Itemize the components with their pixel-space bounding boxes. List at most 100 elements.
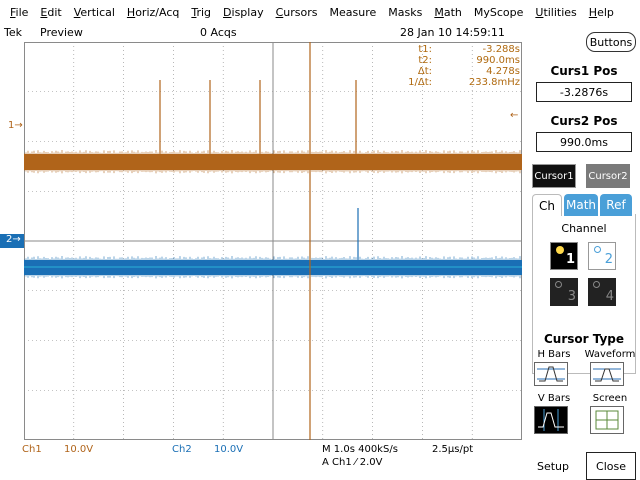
curs2-title: Curs2 Pos (550, 114, 618, 128)
hbars-label: H Bars (537, 349, 571, 360)
menu-help[interactable]: Help (583, 6, 620, 19)
channel-label: Channel (561, 222, 607, 235)
menu-bar: File Edit Vertical Horiz/Acq Trig Display Curs… (0, 0, 640, 24)
menu-label: oriz/Acq (135, 5, 180, 19)
screen-button[interactable] (590, 406, 624, 434)
readout-value: 990.0ms (476, 55, 520, 66)
readout-row: 1/Δt: 233.8mHz (396, 77, 520, 88)
waveform-display[interactable] (24, 42, 522, 440)
readout-label: t2: (418, 55, 432, 66)
ch2-label[interactable]: Ch2 (172, 444, 192, 455)
menu-measure[interactable]: Measure (324, 6, 383, 19)
waveform-icon (593, 368, 621, 382)
channel-2-button[interactable]: 2 (588, 242, 616, 270)
menu-edit[interactable]: Edit (34, 6, 67, 19)
status-bar: Tek Preview 0 Acqs 28 Jan 10 14:59:11 (0, 24, 528, 42)
sample-interval: 2.5μs/pt (432, 444, 474, 455)
readout-value: 233.8mHz (468, 77, 520, 88)
cursor1-button[interactable]: Cursor1 (532, 164, 576, 188)
hbars-icon (537, 366, 565, 382)
menu-label: tilities (543, 5, 577, 19)
menu-masks[interactable]: Masks (382, 6, 428, 19)
waveform-label: Waveform (584, 349, 636, 360)
menu-mnemonic: C (275, 5, 284, 19)
curs1-position-field[interactable]: -3.2876s (536, 82, 632, 102)
menu-label: ertical (80, 5, 115, 19)
vbars-button[interactable] (534, 406, 568, 434)
cursor2-button[interactable]: Cursor2 (586, 164, 630, 188)
mode-label: Preview (40, 26, 83, 39)
menu-trig[interactable]: Trig (185, 6, 217, 19)
cursor-readout: t1: -3.288s t2: 990.0ms Δt: 4.278s 1/Δt: 233.8m… (396, 44, 520, 88)
ch2-scale[interactable]: 10.0V (214, 444, 244, 455)
graticule (24, 42, 522, 440)
cursor-type-title: Cursor Type (543, 332, 625, 346)
menu-horiz-acq[interactable]: Horiz/Acq (121, 6, 185, 19)
hbars-button[interactable] (534, 362, 568, 386)
setup-button[interactable]: Setup (528, 452, 578, 480)
ch1-scale[interactable]: 10.0V (64, 444, 94, 455)
menu-label: ile (15, 5, 29, 19)
menu-cursors[interactable]: Cursors (270, 6, 324, 19)
bottom-info: Ch1 10.0V Ch2 10.0V M 1.0s 400kS/s 2.5μs… (0, 440, 528, 480)
menu-file[interactable]: File (4, 6, 34, 19)
date-time: 28 Jan 10 14:59:11 (400, 26, 505, 39)
menu-mnemonic: T (191, 5, 197, 19)
channel-4-icon (593, 281, 600, 288)
menu-utilities[interactable]: Utilities (529, 6, 582, 19)
close-button[interactable]: Close (586, 452, 636, 480)
tab-ref[interactable]: Ref (600, 194, 632, 216)
menu-label: Measure (329, 5, 377, 19)
ch1-ground-marker[interactable]: 1→ (8, 120, 23, 131)
cursor-control-panel: Curs1 Pos -3.2876s Curs2 Pos 990.0ms Cur… (528, 56, 640, 480)
channel-3-icon (555, 281, 562, 288)
brand-label: Tek (4, 26, 22, 39)
readout-label: 1/Δt: (408, 77, 432, 88)
screen-icon (595, 410, 619, 430)
buttons-toggle[interactable]: Buttons (586, 32, 636, 52)
menu-vertical[interactable]: Vertical (68, 6, 121, 19)
menu-mnemonic: D (223, 5, 232, 19)
screen-label: Screen (592, 393, 628, 404)
channel-3-button[interactable]: 3 (550, 278, 578, 306)
menu-mnemonic: V (73, 5, 81, 19)
curs1-title: Curs1 Pos (550, 64, 618, 78)
ch1-label[interactable]: Ch1 (22, 444, 42, 455)
readout-row: t2: 990.0ms (396, 55, 520, 66)
vbars-icon (538, 409, 564, 431)
channel-1-icon (556, 246, 564, 254)
channel-1-button[interactable]: 1 (550, 242, 578, 270)
menu-mnemonic: F (10, 5, 16, 19)
channel-2-icon (594, 246, 601, 253)
curs2-position-field[interactable]: 990.0ms (536, 132, 632, 152)
trigger-level-marker[interactable]: ← (510, 110, 519, 121)
menu-mnemonic: M (434, 5, 444, 19)
tab-math[interactable]: Math (564, 194, 598, 216)
menu-label: ath (443, 5, 462, 19)
readout-label: Δt: (417, 66, 432, 77)
readout-value: 4.278s (486, 66, 520, 77)
ch1-trace-noise (24, 150, 521, 174)
menu-mnemonic: H (126, 5, 136, 19)
readout-label: t1: (418, 44, 432, 55)
menu-label: Masks (388, 5, 423, 19)
waveform-button[interactable] (590, 362, 624, 386)
tab-ch[interactable]: Ch (532, 194, 562, 216)
menu-math[interactable]: Math (428, 6, 468, 19)
menu-mnemonic: U (535, 5, 544, 19)
menu-label: isplay (231, 5, 264, 19)
menu-myscope[interactable]: MyScope (468, 6, 530, 19)
menu-display[interactable]: Display (217, 6, 270, 19)
menu-label: dit (47, 5, 62, 19)
trigger-readout[interactable]: A Ch1 ⁄ 2.0V (322, 457, 383, 468)
readout-value: -3.288s (482, 44, 520, 55)
acquisition-count: 0 Acqs (200, 26, 237, 39)
menu-label: MyScope (473, 5, 524, 19)
channel-tab-panel (532, 214, 636, 374)
readout-row: Δt: 4.278s (396, 66, 520, 77)
ch2-ground-marker[interactable]: 2→ (0, 234, 24, 248)
readout-row: t1: -3.288s (396, 44, 520, 55)
ch1-trace (24, 154, 522, 170)
timebase-readout[interactable]: M 1.0s 400kS/s (322, 444, 398, 455)
channel-4-button[interactable]: 4 (588, 278, 616, 306)
